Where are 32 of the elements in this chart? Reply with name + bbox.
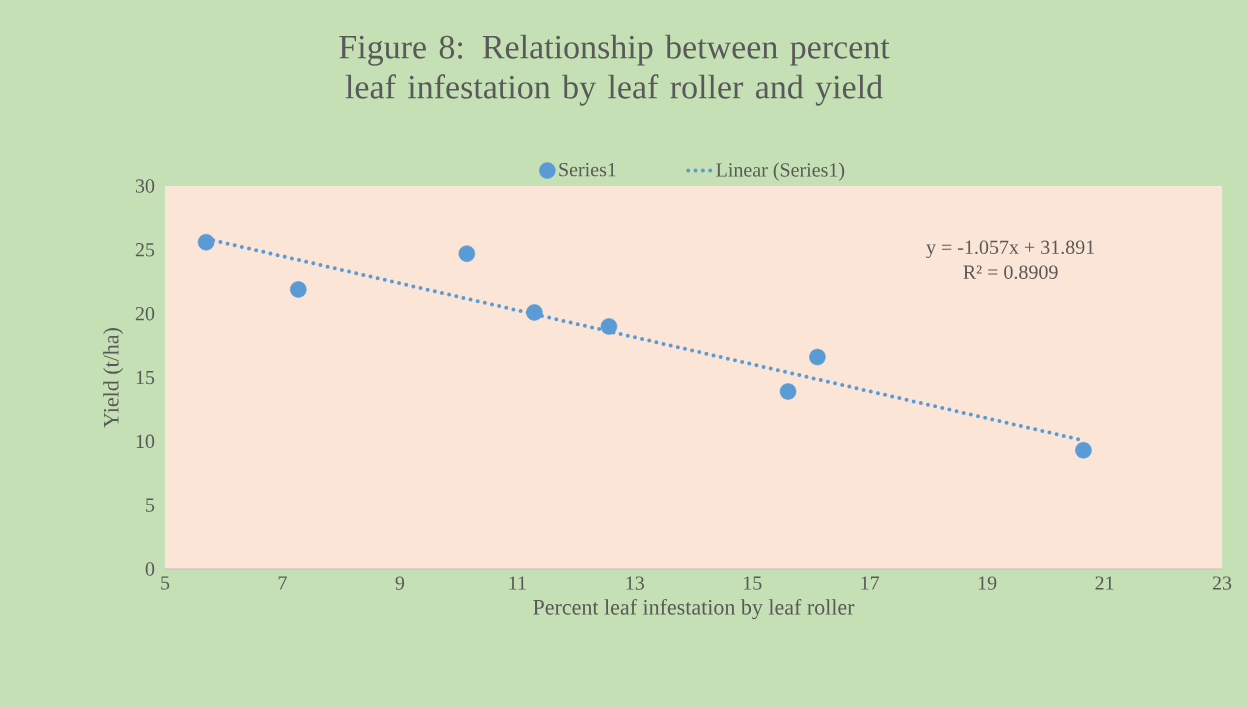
y-tick-label: 30: [135, 179, 155, 193]
x-tick-label: 5: [161, 576, 170, 590]
annotation: R² = 0.8909: [963, 265, 1058, 279]
point: [1075, 442, 1092, 459]
x-tick-label: 13: [626, 576, 645, 590]
y-tick-label: 15: [136, 370, 155, 385]
y-axis-title: Yield (t/ha): [103, 328, 124, 428]
point: [458, 245, 476, 262]
x-tick-label: 15: [743, 576, 762, 590]
x-tick-label: 23: [1212, 576, 1232, 590]
legend-label: Series1: [559, 162, 616, 177]
legend-label: Linear (Series1): [716, 162, 845, 181]
point: [290, 281, 307, 298]
y-tick-label: 20: [135, 306, 155, 321]
chart-title: Figure 8: Relationship between percent leaf infestation by leaf roller and yield: [339, 34, 890, 106]
point: [600, 318, 618, 335]
x-tick-label: 19: [978, 576, 997, 590]
point: [779, 383, 797, 400]
x-tick-label: 21: [1095, 576, 1114, 590]
x-tick-label: 9: [395, 576, 405, 590]
x-axis-title: Percent leaf infestation by leaf roller: [533, 598, 855, 620]
annotation: y = -1.057x + 31.891: [926, 240, 1095, 259]
point: [197, 233, 215, 251]
x-tick-label: 17: [861, 576, 880, 590]
y-tick-label: 10: [136, 434, 155, 449]
x-tick-label: 11: [509, 576, 526, 590]
point: [526, 304, 543, 321]
y-tick-label: 5: [146, 498, 155, 512]
y-tick-label: 25: [135, 243, 155, 257]
y-tick-label: 0: [145, 562, 155, 576]
x-tick-label: 7: [278, 576, 287, 590]
point: [809, 348, 826, 366]
